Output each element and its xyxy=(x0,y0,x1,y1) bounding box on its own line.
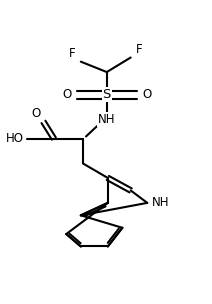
Text: O: O xyxy=(142,88,151,102)
Text: O: O xyxy=(62,88,71,102)
Text: HO: HO xyxy=(6,132,24,145)
Text: NH: NH xyxy=(151,196,169,209)
Text: S: S xyxy=(103,88,111,102)
Text: F: F xyxy=(69,47,76,60)
Text: O: O xyxy=(31,107,40,120)
Text: F: F xyxy=(136,43,142,56)
Text: NH: NH xyxy=(98,113,116,126)
